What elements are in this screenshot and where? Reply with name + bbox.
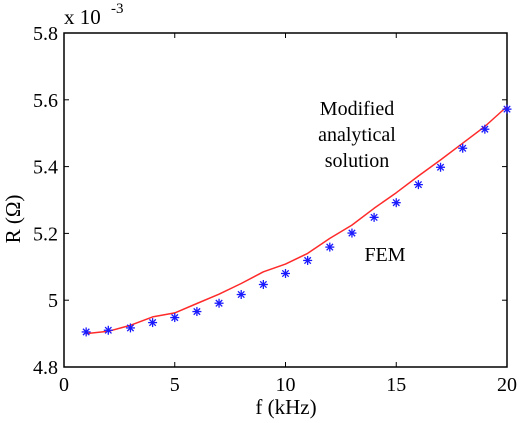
fem-data-point (325, 242, 335, 252)
y-tick-label: 5.8 (33, 23, 58, 45)
fem-data-point (148, 318, 158, 328)
fem-data-point (458, 143, 468, 153)
fem-marker-stroke (414, 180, 423, 189)
fem-marker-stroke (148, 318, 157, 327)
fem-marker-stroke (126, 324, 135, 332)
fem-data-point (81, 327, 91, 337)
fem-marker-stroke (436, 163, 445, 171)
y-multiplier-exponent: -3 (111, 1, 124, 17)
fem-marker-stroke (171, 313, 179, 322)
fem-data-point (436, 162, 446, 172)
annotation-modified-line2: analytical (318, 124, 396, 146)
y-axis-ticks: 4.8 5 5.2 5.4 5.6 5.8 (33, 23, 507, 379)
fem-marker-stroke (104, 326, 112, 334)
annotation-modified-line1: Modified (320, 98, 394, 120)
fem-marker-stroke (193, 307, 201, 316)
x-axis-ticks: 0 5 10 15 20 (59, 33, 517, 396)
y-axis-label: R (Ω) (1, 195, 25, 244)
fem-marker-stroke (82, 328, 90, 336)
fem-data-point (281, 268, 290, 278)
x-tick-label: 20 (497, 374, 517, 396)
fem-marker-stroke (503, 105, 511, 113)
x-tick-label: 5 (170, 374, 180, 396)
x-axis-label: f (kHz) (255, 395, 316, 419)
fem-marker-stroke (370, 213, 378, 222)
y-tick-label: 5 (48, 290, 58, 312)
fem-data-point (369, 212, 379, 222)
fem-marker-stroke (481, 125, 489, 133)
x-tick-label: 0 (59, 374, 69, 396)
fem-marker-stroke (392, 199, 400, 207)
y-tick-label: 5.2 (33, 223, 58, 245)
fem-data-point (103, 325, 113, 335)
fem-marker-stroke (303, 256, 312, 265)
fem-data-point (214, 298, 224, 308)
annotation-fem: FEM (364, 244, 405, 266)
fem-marker-stroke (259, 280, 268, 289)
series-layer (81, 104, 512, 337)
fem-data-point (192, 307, 202, 317)
fem-marker-stroke (281, 269, 290, 278)
fem-data-point (258, 280, 268, 290)
fem-data-point (125, 323, 135, 333)
y-multiplier-base: x 10 (64, 5, 101, 29)
plot-frame (63, 32, 508, 368)
fem-data-point (480, 124, 490, 134)
fem-data-point (347, 228, 357, 238)
fem-data-point (170, 313, 180, 323)
fem-marker-stroke (237, 290, 245, 299)
fem-data-point (303, 255, 313, 265)
y-tick-label: 5.4 (33, 157, 58, 179)
fem-data-point (236, 290, 246, 300)
annotation-modified-line3: solution (325, 150, 389, 172)
analytical-solution-line (86, 105, 508, 335)
fem-data-point (391, 198, 401, 208)
fem-data-point (502, 104, 512, 114)
fem-marker-stroke (348, 229, 356, 237)
y-tick-label: 5.6 (33, 90, 58, 112)
plot-area-border (63, 32, 508, 368)
x-tick-label: 15 (386, 374, 406, 396)
y-tick-label: 4.8 (33, 357, 58, 379)
fem-data-point (413, 180, 423, 190)
x-tick-label: 10 (276, 374, 296, 396)
fem-marker-stroke (215, 299, 223, 307)
fem-marker-stroke (459, 144, 467, 152)
fem-marker-stroke (326, 243, 334, 251)
